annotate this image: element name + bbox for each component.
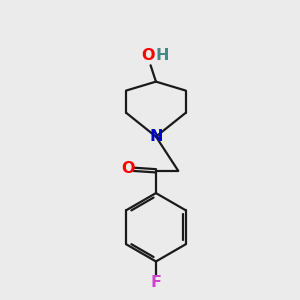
Text: O: O [122,161,135,176]
Text: H: H [155,48,169,63]
Text: F: F [150,275,161,290]
Text: O: O [142,48,155,63]
Text: N: N [149,129,163,144]
